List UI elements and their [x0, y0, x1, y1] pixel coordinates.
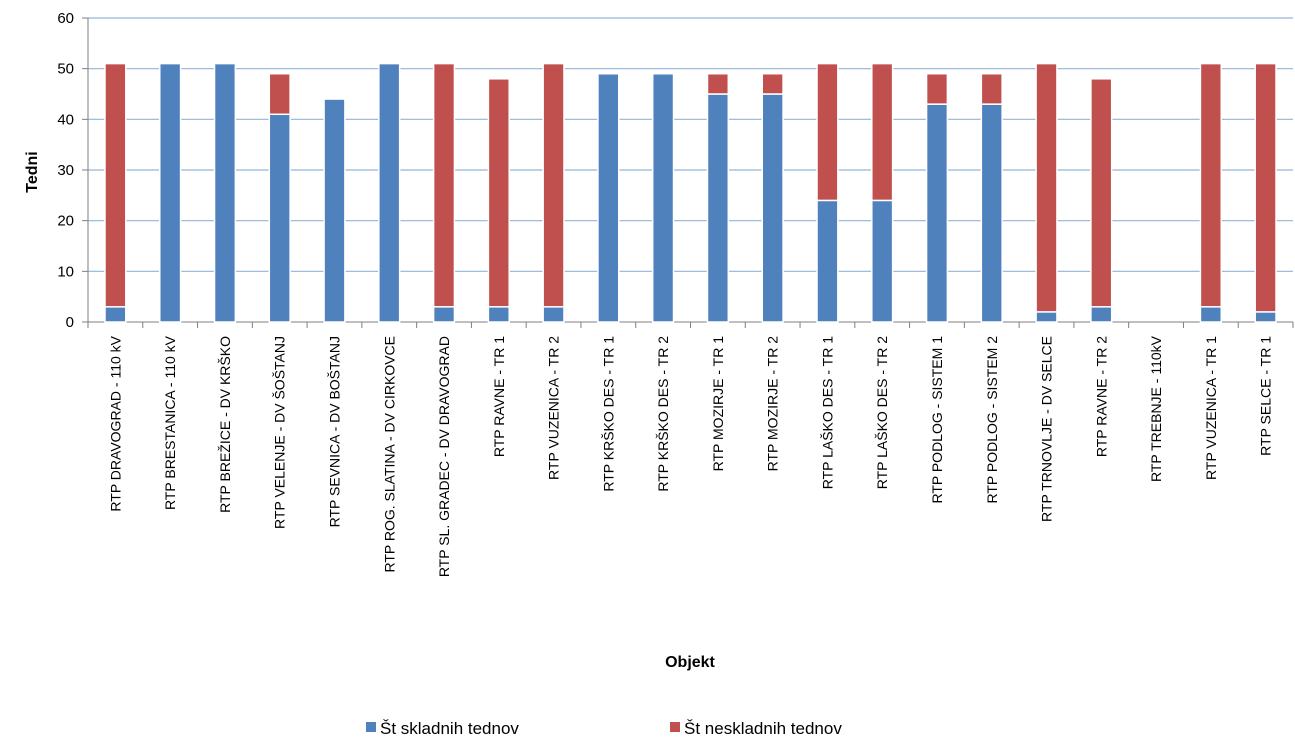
bar-series-1 [925, 103, 949, 323]
x-tick-label: RTP RAVNE - TR 2 [1093, 336, 1109, 457]
bar-series-1 [487, 306, 510, 323]
x-tick-label: RTP BRESTANICA - 110 kV [162, 335, 178, 510]
bar-series-1 [706, 93, 730, 323]
bar-series-1 [816, 199, 839, 323]
bar-series-1 [432, 306, 456, 323]
bar-series-2 [1254, 62, 1277, 313]
y-tick-label: 50 [57, 61, 74, 78]
bar-series-1 [542, 306, 565, 323]
bar-series-2 [104, 62, 127, 308]
legend-label-1: Št skladnih tednov [380, 719, 519, 738]
bar-series-1 [213, 62, 237, 323]
x-tick-label: RTP LAŠKO DES - TR 1 [819, 336, 835, 489]
x-tick-label: RTP BREŽICE - DV KRŠKO [217, 336, 233, 513]
bar-series-1 [597, 72, 620, 323]
bar-series-2 [542, 62, 565, 308]
x-tick-label: RTP ROG. SLATINA - DV CIRKOVCE [381, 336, 397, 573]
x-tick-label: RTP VELENJE - DV ŠOŠTANJ [272, 336, 288, 529]
bar-series-2 [871, 62, 894, 202]
x-tick-label: RTP MOZIRJE - TR 2 [765, 336, 781, 472]
bar-series-2 [816, 62, 839, 202]
x-tick-label: RTP TRNOVLJE - DV SELCE [1039, 336, 1055, 522]
x-tick-label: RTP VUZENICA - TR 1 [1203, 336, 1219, 480]
y-tick-label: 40 [57, 111, 74, 128]
bar-series-2 [1035, 62, 1058, 313]
bar-series-1 [323, 98, 346, 323]
bar-series-2 [1090, 78, 1113, 308]
x-tick-label: RTP TREBNJE - 110kV [1148, 335, 1164, 482]
bar-series-2 [925, 72, 949, 105]
bar-series-1 [1199, 306, 1222, 323]
bar-series-1 [1254, 311, 1277, 323]
bar-series-2 [761, 72, 784, 95]
x-tick-label: RTP VUZENICA - TR 2 [546, 336, 562, 480]
x-tick-label: RTP SL. GRADEC - DV DRAVOGRAD [436, 336, 452, 577]
x-tick-label: RTP SELCE - TR 1 [1258, 336, 1274, 456]
y-axis-title: Tedni [24, 151, 41, 192]
y-tick-label: 20 [57, 213, 74, 230]
bar-series-1 [378, 62, 401, 323]
bar-series-2 [1199, 62, 1222, 308]
legend-swatch-2 [670, 722, 680, 732]
x-axis-title: Objekt [665, 654, 715, 671]
bar-series-1 [104, 306, 127, 323]
x-tick-label: RTP KRŠKO DES - TR 1 [600, 336, 616, 492]
bar-series-2 [706, 72, 730, 95]
bar-series-2 [487, 78, 510, 308]
x-tick-label: RTP PODLOG - SISTEM 1 [929, 336, 945, 504]
bar-series-1 [1090, 306, 1113, 323]
y-tick-label: 30 [57, 162, 74, 179]
x-tick-label: RTP MOZIRJE - TR 1 [710, 336, 726, 472]
x-tick-label: RTP PODLOG - SISTEM 2 [984, 336, 1000, 504]
bar-series-1 [159, 62, 182, 323]
bar-series-1 [871, 199, 894, 323]
y-tick-label: 10 [57, 263, 74, 280]
x-tick-label: RTP RAVNE - TR 1 [491, 336, 507, 457]
bar-series-1 [268, 113, 291, 323]
bar-series-1 [651, 72, 675, 323]
bar-series-1 [980, 103, 1003, 323]
x-tick-label: RTP LAŠKO DES - TR 2 [874, 336, 890, 489]
x-tick-label: RTP KRŠKO DES - TR 2 [655, 336, 671, 492]
x-tick-label: RTP DRAVOGRAD - 110 kV [107, 335, 123, 511]
bar-series-2 [432, 62, 456, 308]
x-tick-label: RTP SEVNICA - DV BOŠTANJ [326, 336, 342, 527]
bar-series-1 [761, 93, 784, 323]
legend-swatch-1 [366, 722, 376, 732]
y-tick-label: 60 [57, 10, 74, 27]
y-tick-label: 0 [66, 314, 74, 331]
bar-series-2 [268, 72, 291, 116]
bar-series-2 [980, 72, 1003, 105]
legend-label-2: Št neskladnih tednov [684, 719, 842, 738]
bar-series-1 [1035, 311, 1058, 323]
